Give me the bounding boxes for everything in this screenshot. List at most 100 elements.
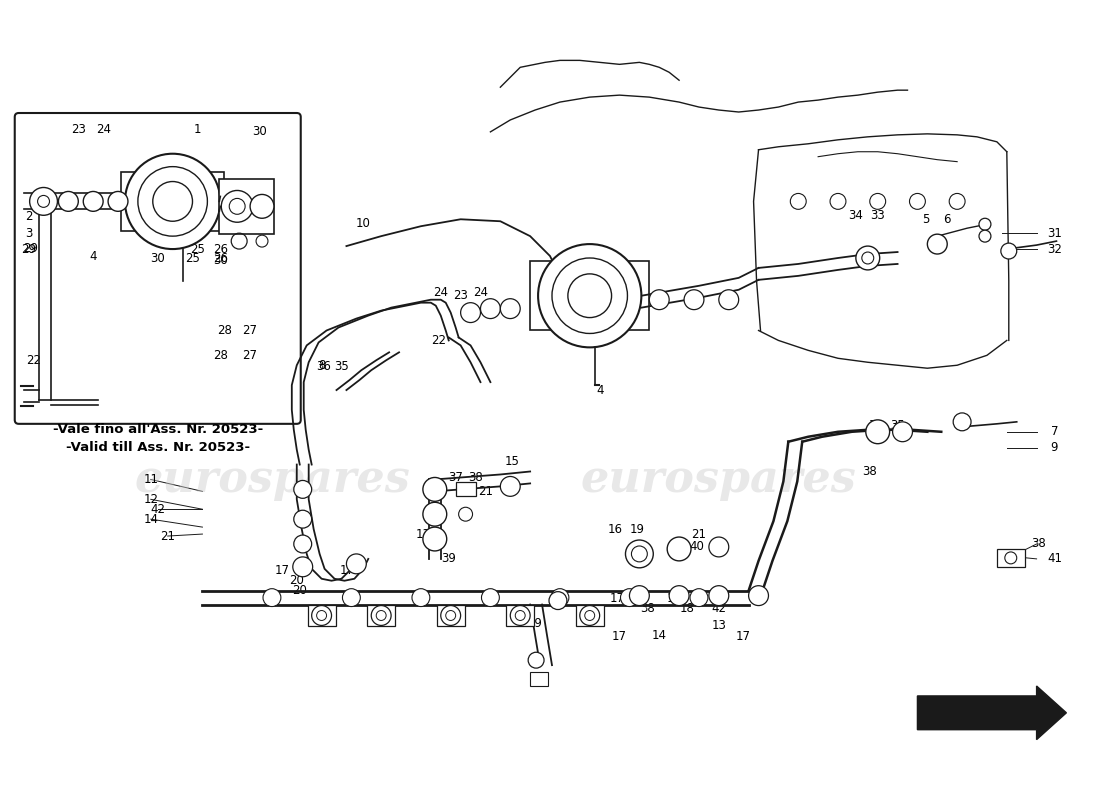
Circle shape [1001,243,1016,259]
Text: -Valid till Ass. Nr. 20523-: -Valid till Ass. Nr. 20523- [66,441,250,454]
Bar [308,605,336,626]
Circle shape [500,298,520,318]
Circle shape [294,481,311,498]
Text: 24: 24 [473,286,488,299]
Text: 38: 38 [1031,538,1046,550]
Text: 17: 17 [736,630,751,643]
Circle shape [37,195,50,207]
Circle shape [892,422,913,442]
Text: 20: 20 [293,584,307,597]
Circle shape [954,413,971,430]
Bar [367,605,395,626]
Circle shape [866,420,890,444]
Circle shape [294,510,311,528]
Text: 17: 17 [340,564,355,578]
Text: 36: 36 [868,419,883,432]
Text: 35: 35 [890,419,905,432]
Circle shape [153,182,192,222]
Text: 29: 29 [23,242,38,254]
Circle shape [626,540,653,568]
Circle shape [580,606,600,626]
Circle shape [461,302,481,322]
Circle shape [528,652,544,668]
Text: 11: 11 [143,473,158,486]
Text: 13: 13 [712,619,726,632]
Text: 32: 32 [1047,242,1062,255]
Circle shape [629,586,649,606]
Circle shape [690,589,708,606]
Circle shape [459,507,473,521]
Circle shape [708,537,728,557]
Text: 17: 17 [610,592,625,605]
Bar [219,178,274,234]
Text: 19: 19 [630,522,645,535]
Circle shape [422,527,447,551]
Text: 31: 31 [1047,226,1062,240]
Circle shape [856,246,880,270]
Text: 36: 36 [316,360,331,373]
Text: 20: 20 [289,574,305,587]
Text: 26: 26 [212,253,228,266]
Text: 23: 23 [453,290,469,302]
Text: 35: 35 [334,360,349,373]
Bar [530,672,548,686]
Circle shape [482,589,499,606]
Text: 22: 22 [431,334,447,347]
Text: 18: 18 [680,602,694,615]
Circle shape [422,478,447,502]
Text: 41: 41 [1047,552,1062,566]
Text: 30: 30 [151,253,165,266]
Circle shape [250,194,274,218]
Circle shape [500,477,520,496]
Circle shape [551,589,569,606]
Circle shape [412,589,430,606]
Circle shape [649,290,669,310]
Text: 42: 42 [151,502,165,516]
Text: 15: 15 [505,455,519,468]
Text: 1: 1 [601,266,608,279]
Text: 4: 4 [596,383,604,397]
Bar [575,605,604,626]
Circle shape [311,606,331,626]
Circle shape [346,554,366,574]
Text: 14: 14 [651,629,667,642]
Text: 24: 24 [433,286,449,299]
Text: 38: 38 [862,465,877,478]
Circle shape [979,230,991,242]
Text: 30: 30 [253,126,267,138]
Text: 2: 2 [544,272,552,286]
Text: 27: 27 [243,324,257,337]
Text: 33: 33 [870,209,886,222]
Polygon shape [917,686,1066,740]
Text: 17: 17 [274,564,289,578]
Text: 4: 4 [89,250,97,262]
Text: 21: 21 [161,530,175,542]
Text: 16: 16 [608,522,623,535]
Circle shape [830,194,846,210]
Text: 38: 38 [640,602,654,615]
Text: 25: 25 [190,242,205,255]
Text: 9: 9 [1050,441,1058,454]
Text: 39: 39 [528,617,542,630]
Circle shape [631,546,647,562]
Circle shape [538,244,641,347]
Bar [437,605,464,626]
Circle shape [668,537,691,561]
Circle shape [568,274,612,318]
Text: 42: 42 [712,602,726,615]
Circle shape [481,298,500,318]
Circle shape [125,154,220,249]
Text: 24: 24 [96,123,111,136]
Text: eurospares: eurospares [134,458,410,501]
Circle shape [979,218,991,230]
Circle shape [949,194,965,210]
Text: -Vale fino all'Ass. Nr. 20523-: -Vale fino all'Ass. Nr. 20523- [53,423,263,436]
Circle shape [446,610,455,621]
Bar [530,261,649,330]
Text: 14: 14 [143,513,158,526]
Text: 2: 2 [25,210,32,222]
Circle shape [1004,552,1016,564]
Text: 13: 13 [416,527,430,541]
Text: 1: 1 [194,123,201,136]
FancyBboxPatch shape [14,113,300,424]
